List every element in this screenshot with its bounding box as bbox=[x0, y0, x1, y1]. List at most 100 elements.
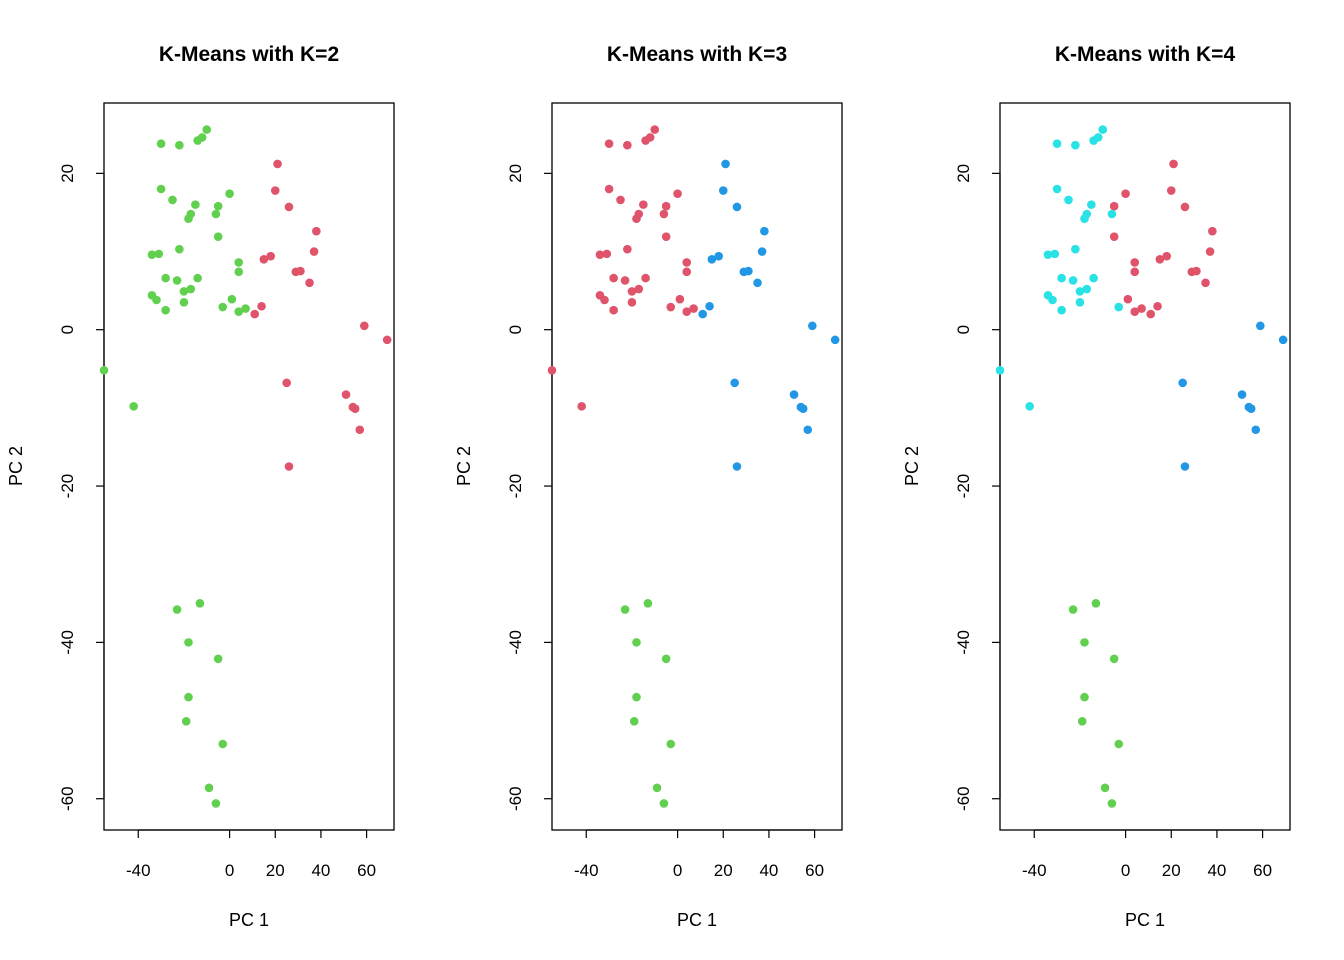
chart-title: K-Means with K=3 bbox=[607, 43, 787, 66]
data-point bbox=[634, 285, 643, 294]
plot-frame bbox=[104, 103, 394, 830]
data-point bbox=[202, 125, 211, 134]
data-point bbox=[180, 298, 189, 307]
y-tick-label: -60 bbox=[506, 786, 525, 811]
axis-ticks: -40 0 20 40 60-60-40-20020 bbox=[58, 164, 376, 880]
data-point bbox=[285, 203, 294, 212]
chart-title: K-Means with K=2 bbox=[159, 43, 339, 66]
data-point bbox=[191, 200, 200, 209]
data-point bbox=[186, 285, 195, 294]
data-point bbox=[1057, 274, 1066, 283]
data-point bbox=[1092, 599, 1101, 608]
data-point bbox=[225, 189, 234, 198]
data-points bbox=[548, 125, 840, 807]
x-tick-label: 60 bbox=[805, 861, 824, 880]
data-point bbox=[1110, 232, 1119, 241]
data-point bbox=[760, 227, 769, 236]
data-point bbox=[803, 425, 812, 434]
data-point bbox=[996, 366, 1005, 375]
data-point bbox=[609, 274, 618, 283]
data-point bbox=[157, 185, 166, 194]
data-point bbox=[719, 186, 728, 195]
data-point bbox=[1069, 276, 1078, 285]
y-tick-label: -40 bbox=[954, 630, 973, 655]
data-point bbox=[799, 404, 808, 413]
data-point bbox=[662, 655, 671, 664]
data-point bbox=[660, 799, 669, 808]
data-point bbox=[1089, 274, 1098, 283]
data-point bbox=[161, 306, 170, 315]
data-point bbox=[808, 321, 817, 330]
data-point bbox=[733, 462, 742, 471]
data-point bbox=[383, 336, 392, 345]
data-point bbox=[234, 268, 243, 277]
scatter-plot-k3: K-Means with K=3 -40 0 20 40 60-60-40-20020 … bbox=[448, 0, 896, 960]
data-point bbox=[205, 783, 214, 792]
x-tick-label: -40 bbox=[1022, 861, 1047, 880]
data-point bbox=[273, 160, 282, 169]
data-point bbox=[168, 196, 177, 205]
data-point bbox=[305, 278, 314, 287]
data-point bbox=[1048, 296, 1057, 305]
data-point bbox=[173, 605, 182, 614]
x-axis-label: PC 1 bbox=[229, 910, 269, 930]
x-tick-label: 60 bbox=[357, 861, 376, 880]
data-point bbox=[100, 366, 109, 375]
data-point bbox=[628, 298, 637, 307]
x-tick-label: -40 bbox=[126, 861, 151, 880]
x-tick-label: 20 bbox=[714, 861, 733, 880]
data-point bbox=[271, 186, 280, 195]
data-point bbox=[285, 462, 294, 471]
data-point bbox=[662, 202, 671, 211]
data-point bbox=[662, 232, 671, 241]
data-point bbox=[250, 310, 259, 319]
data-point bbox=[1051, 250, 1060, 259]
y-tick-label: -20 bbox=[506, 474, 525, 499]
data-point bbox=[1087, 200, 1096, 209]
data-point bbox=[1156, 255, 1165, 264]
data-point bbox=[182, 717, 191, 726]
x-axis-label: PC 1 bbox=[1125, 910, 1165, 930]
data-point bbox=[184, 693, 193, 702]
x-axis-label: PC 1 bbox=[677, 910, 717, 930]
data-point bbox=[689, 304, 698, 313]
data-point bbox=[1101, 783, 1110, 792]
data-point bbox=[733, 203, 742, 212]
data-point bbox=[1137, 304, 1146, 313]
data-point bbox=[193, 274, 202, 283]
data-points bbox=[100, 125, 392, 807]
data-point bbox=[1078, 717, 1087, 726]
data-point bbox=[196, 599, 205, 608]
data-point bbox=[744, 267, 753, 276]
axis-ticks: -40 0 20 40 60-60-40-20020 bbox=[506, 164, 824, 880]
data-point bbox=[653, 783, 662, 792]
data-point bbox=[1238, 390, 1247, 399]
data-point bbox=[351, 404, 360, 413]
data-point bbox=[1121, 189, 1130, 198]
chart-panel-k3: K-Means with K=3 -40 0 20 40 60 -60 -40 -20 0 20 … bbox=[448, 0, 896, 960]
data-point bbox=[698, 310, 707, 319]
data-point bbox=[228, 295, 237, 304]
data-point bbox=[1206, 247, 1215, 256]
y-tick-label: 20 bbox=[954, 164, 973, 183]
y-axis-label: PC 2 bbox=[454, 446, 474, 486]
data-point bbox=[1192, 267, 1201, 276]
data-point bbox=[1130, 258, 1139, 267]
data-point bbox=[282, 379, 291, 388]
data-point bbox=[1124, 295, 1133, 304]
data-point bbox=[1130, 268, 1139, 277]
data-point bbox=[1256, 321, 1265, 330]
data-point bbox=[621, 605, 630, 614]
data-point bbox=[1114, 303, 1123, 312]
chart-panel-k4: K-Means with K=4 -40 0 20 40 60 -60 -40 -20 0 20 … bbox=[896, 0, 1344, 960]
data-point bbox=[1057, 306, 1066, 315]
data-point bbox=[577, 402, 586, 411]
y-axis-label: PC 2 bbox=[902, 446, 922, 486]
data-point bbox=[214, 202, 223, 211]
data-point bbox=[1025, 402, 1034, 411]
x-tick-label: 20 bbox=[1162, 861, 1181, 880]
data-point bbox=[603, 250, 612, 259]
y-tick-label: -20 bbox=[954, 474, 973, 499]
data-point bbox=[1071, 141, 1080, 150]
data-point bbox=[682, 258, 691, 267]
